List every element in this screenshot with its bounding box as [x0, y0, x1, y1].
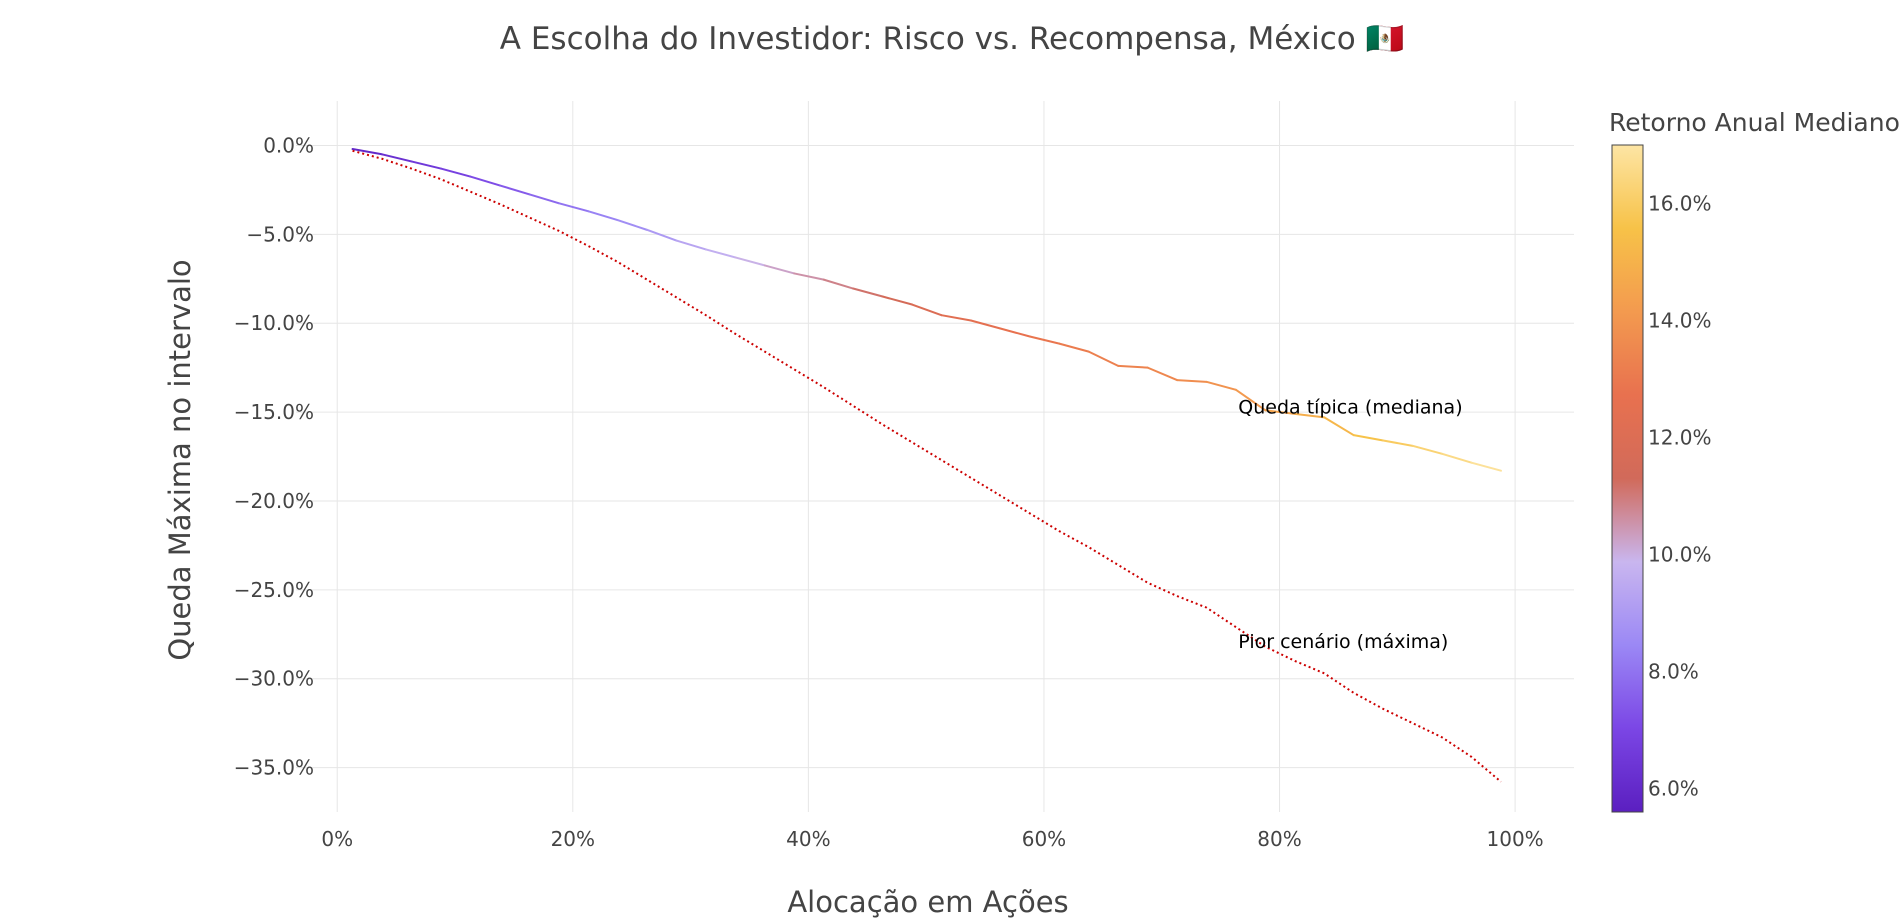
- x-tick-label: 40%: [786, 827, 830, 851]
- median-line-segment: [410, 160, 442, 170]
- annotation-label: Queda típica (mediana): [1238, 397, 1462, 419]
- median-line-segment: [351, 147, 383, 156]
- colorbar-tick-label: 16.0%: [1648, 192, 1712, 216]
- median-line-segment: [1205, 380, 1237, 391]
- gridlines: [296, 101, 1574, 812]
- median-line-segment: [822, 278, 855, 290]
- median-line-segment: [1293, 412, 1326, 419]
- x-axis: 0% 20% 40% 60% 80% 100%: [321, 827, 1543, 851]
- median-line-segment: [380, 153, 413, 163]
- median-line-segment: [439, 167, 472, 178]
- median-line-segment: [1028, 335, 1061, 345]
- median-line-segment: [528, 193, 560, 205]
- worst-case-line: [352, 149, 1502, 783]
- colorbar-tick-label: 12.0%: [1648, 426, 1712, 450]
- median-line-segment: [587, 210, 619, 222]
- x-tick-label: 0%: [321, 827, 353, 851]
- median-line-segment: [793, 272, 825, 281]
- median-line-segment: [616, 219, 649, 231]
- median-line-segment: [1441, 452, 1473, 464]
- y-axis-title: Queda Máxima no intervalo: [163, 259, 197, 660]
- y-tick-label: −15.0%: [234, 400, 314, 424]
- colorbar-tick-label: 6.0%: [1648, 777, 1699, 801]
- plot-area: [351, 147, 1502, 783]
- annotation-label: Pior cenário (máxima): [1238, 631, 1448, 653]
- x-axis-title: Alocação em Ações: [787, 885, 1068, 918]
- median-line-segment: [1470, 461, 1502, 472]
- median-line-segment: [1058, 342, 1090, 353]
- y-tick-label: −10.0%: [234, 311, 314, 335]
- median-line-segment: [1087, 350, 1120, 367]
- median-line-segment: [557, 202, 590, 213]
- y-tick-label: −25.0%: [234, 578, 314, 602]
- median-line-segment: [1234, 388, 1267, 412]
- x-tick-label: 20%: [551, 827, 595, 851]
- median-line-segment: [1382, 439, 1414, 447]
- median-line-segment: [940, 314, 972, 322]
- annotations: Queda típica (mediana) Pior cenário (máxi…: [1238, 397, 1462, 654]
- median-line-segment: [469, 175, 501, 187]
- x-tick-label: 100%: [1487, 827, 1544, 851]
- y-tick-label: −5.0%: [246, 222, 314, 246]
- colorbar-tick-label: 14.0%: [1648, 309, 1712, 333]
- y-axis: 0.0% −5.0% −10.0% −15.0% −20.0% −25.0% −30.0% −…: [234, 133, 314, 779]
- median-line-segment: [1176, 379, 1208, 383]
- median-line-segment: [1146, 366, 1179, 382]
- median-line-segment: [999, 327, 1031, 338]
- median-line-segment: [498, 184, 531, 196]
- y-tick-label: −35.0%: [234, 756, 314, 780]
- colorbar-tick-label: 10.0%: [1648, 543, 1712, 567]
- median-line-segment: [763, 264, 796, 275]
- median-line-segment: [881, 295, 914, 306]
- colorbar-title: Retorno Anual Mediano: [1609, 108, 1900, 137]
- colorbar-gradient: [1611, 144, 1644, 813]
- median-line-segment: [969, 319, 1002, 330]
- x-tick-label: 80%: [1257, 827, 1301, 851]
- median-line-segment: [1411, 444, 1444, 455]
- median-line-segment: [1264, 409, 1296, 415]
- y-tick-label: −20.0%: [234, 489, 314, 513]
- y-tick-label: −30.0%: [234, 667, 314, 691]
- y-tick-label: 0.0%: [263, 133, 314, 157]
- colorbar-tick-label: 8.0%: [1648, 660, 1699, 684]
- x-tick-label: 60%: [1022, 827, 1066, 851]
- median-line-segment: [704, 248, 737, 259]
- median-line-segment: [1323, 416, 1355, 437]
- colorbar: Retorno Anual Mediano 6.0% 8.0% 10.0% 12.0%…: [1609, 108, 1900, 813]
- median-line-segment: [734, 256, 766, 267]
- chart-title: A Escolha do Investidor: Risco vs. Recom…: [500, 21, 1404, 57]
- median-line-segment: [646, 228, 678, 242]
- median-line-segment: [911, 303, 943, 317]
- median-line-segment: [675, 239, 707, 251]
- median-line-segment: [1352, 434, 1385, 442]
- median-line-segment: [852, 287, 884, 298]
- median-line-segment: [1117, 364, 1149, 369]
